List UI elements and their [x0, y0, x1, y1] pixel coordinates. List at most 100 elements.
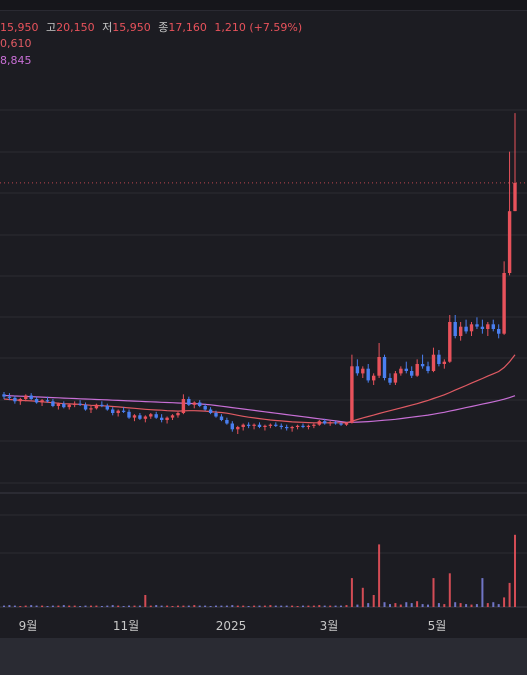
volume-bar — [73, 605, 76, 607]
candle-body — [355, 366, 360, 374]
candle-body — [45, 400, 50, 402]
volume-bar — [182, 605, 185, 607]
volume-bar — [448, 573, 451, 607]
volume-bar — [263, 605, 266, 607]
volume-bar — [225, 605, 228, 607]
ma-short-legend: 0,610 — [0, 37, 32, 50]
volume-bar — [465, 604, 468, 607]
volume-bar — [329, 605, 332, 607]
volume-bar — [361, 587, 364, 608]
candle-body — [203, 406, 207, 410]
volume-bar — [231, 605, 234, 607]
volume-bar — [171, 606, 174, 607]
volume-bar — [291, 605, 294, 607]
volume-bar — [437, 603, 440, 607]
candle-body — [94, 404, 99, 409]
volume-bar — [497, 604, 500, 607]
volume-bar — [318, 605, 321, 607]
candle-body — [51, 401, 55, 406]
candle-body — [497, 329, 501, 334]
ma-long-line — [3, 394, 516, 423]
volume-bar — [144, 595, 147, 607]
x-tick-label: 11월 — [113, 619, 139, 633]
candle-body — [404, 368, 408, 371]
close-label: 종 — [158, 21, 169, 34]
volume-bar — [247, 606, 250, 607]
candle-body — [415, 364, 419, 376]
volume-bar — [394, 603, 397, 607]
volume-bar — [269, 605, 272, 607]
candle-body — [431, 354, 436, 371]
volume-bar — [122, 606, 125, 607]
volume-bar — [410, 603, 413, 607]
candle-body — [252, 424, 256, 426]
candle-body — [2, 394, 6, 397]
candle-body — [149, 414, 153, 417]
volume-bar — [24, 605, 27, 607]
volume-bar — [30, 605, 33, 607]
candle-body — [317, 421, 321, 425]
candle-body — [214, 413, 218, 417]
ma-short-value: 0,610 — [0, 37, 32, 50]
candle-body — [350, 366, 354, 423]
volume-bar — [95, 605, 98, 607]
high-label: 고 — [46, 21, 57, 34]
candle-body — [393, 373, 398, 383]
candle-body — [198, 402, 202, 406]
volume-bar — [427, 604, 429, 607]
low-label: 저 — [102, 21, 113, 34]
volume-bar — [378, 544, 381, 607]
candle-body — [236, 427, 240, 430]
candle-body — [165, 417, 169, 420]
candle-body — [382, 357, 387, 378]
candle-body — [328, 422, 332, 424]
volume-bar — [492, 602, 495, 607]
volume-bar — [41, 605, 44, 607]
stock-chart[interactable]: 9월 11월 2025 3월 5월 — [0, 0, 527, 638]
candle-body — [301, 425, 305, 427]
volume-bar — [111, 605, 114, 607]
volume-bar — [209, 606, 212, 607]
volume-bar — [514, 534, 516, 607]
volume-bar — [503, 597, 506, 607]
volume-bar — [432, 578, 435, 607]
candle-body — [100, 404, 104, 406]
volume-bar — [253, 605, 256, 607]
volume-bar — [13, 605, 16, 607]
candle-body — [268, 424, 273, 426]
volume-bar — [160, 605, 163, 607]
candle-body — [230, 423, 234, 430]
volume-bar — [421, 604, 424, 607]
top-toolbar — [0, 0, 527, 11]
candle-body — [420, 364, 425, 367]
volume-bar — [399, 604, 402, 607]
volume-bar — [350, 578, 353, 607]
ma-long-legend: 8,845 — [0, 54, 32, 67]
candle-body — [29, 395, 33, 399]
candle-body — [170, 415, 175, 418]
volume-bar — [416, 601, 419, 607]
candle-body — [83, 404, 88, 410]
volume-bar — [149, 605, 152, 607]
candle-body — [111, 409, 115, 413]
candle-body — [399, 368, 403, 374]
volume-bar — [356, 604, 359, 607]
volume-bar — [133, 605, 136, 607]
candle-body — [442, 361, 446, 364]
ma-long-value: 8,845 — [0, 54, 32, 67]
x-tick-label: 2025 — [216, 619, 247, 633]
volume-bar — [470, 604, 473, 607]
candle-body — [306, 425, 311, 427]
volume-bar — [280, 605, 283, 607]
volume-bar — [35, 605, 38, 607]
candle-body — [459, 326, 463, 336]
candle-body — [73, 403, 77, 405]
candle-body — [410, 371, 414, 376]
volume-bar — [405, 602, 408, 607]
volume-bar — [3, 605, 5, 607]
candle-body — [89, 408, 93, 410]
candle-body — [127, 411, 131, 418]
volume-bar — [51, 605, 54, 607]
change-value: 1,210 (+7.59%) — [214, 21, 303, 34]
volume-bar — [475, 604, 478, 607]
